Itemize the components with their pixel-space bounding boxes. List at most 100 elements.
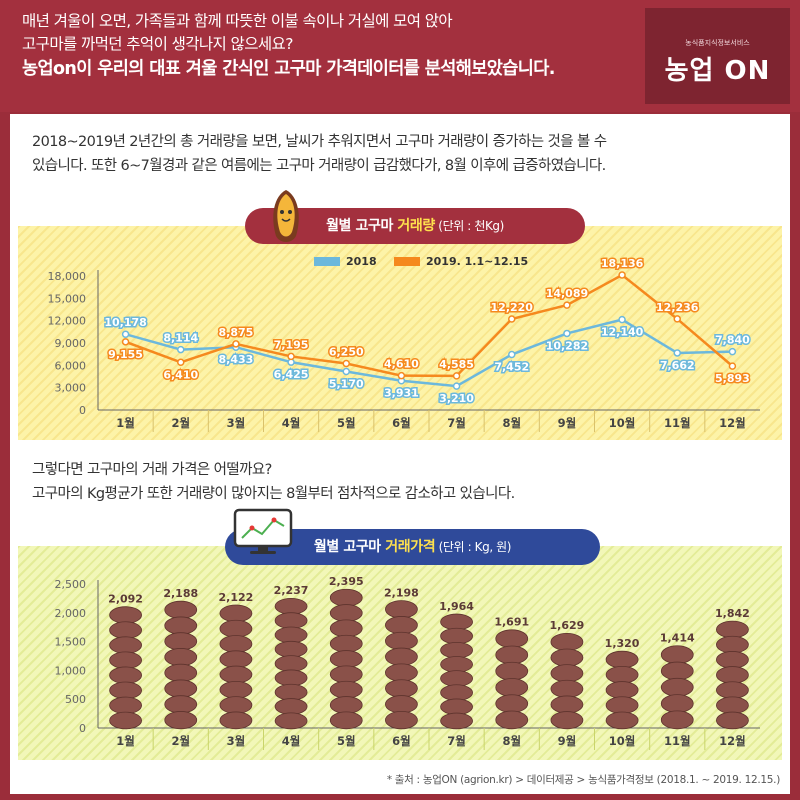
- sweet-potato-icon: [164, 632, 198, 651]
- data-point: [177, 345, 185, 354]
- sweet-potato-icon: [605, 711, 639, 730]
- data-point: [563, 301, 571, 309]
- y-tick-label: 6,000: [55, 359, 87, 372]
- x-tick-label: 8월: [502, 734, 521, 748]
- sweet-potato-icon: [219, 665, 253, 684]
- sweet-potato-icon: [329, 619, 363, 638]
- sweet-potato-icon: [605, 696, 639, 714]
- price-bar: [219, 604, 253, 730]
- header-line-1: 매년 겨울이 오면, 가족들과 함께 따뜻한 이불 속이나 거실에 모여 앉아: [22, 12, 453, 30]
- sweet-potato-icon: [219, 680, 253, 699]
- sweet-potato-icon: [274, 655, 308, 672]
- sweet-potato-icon: [440, 698, 473, 716]
- x-tick-label: 6월: [392, 734, 411, 748]
- sweet-potato-icon: [605, 650, 639, 669]
- data-point: [728, 347, 737, 356]
- volume-title-prefix: 월별 고구마: [326, 218, 398, 234]
- price-title-highlight: 거래가격: [385, 539, 436, 555]
- sweet-potato-icon: [329, 634, 363, 653]
- y-tick-label: 500: [65, 693, 86, 706]
- sweet-potato-icon: [274, 597, 308, 615]
- sweet-potato-icon: [495, 710, 529, 730]
- sweet-potato-icon: [605, 665, 639, 684]
- sweet-potato-icon: [440, 641, 473, 659]
- sweet-potato-icon: [109, 606, 142, 624]
- sweet-potato-icon: [274, 640, 308, 658]
- x-tick-label: 9월: [558, 416, 577, 430]
- sweet-potato-icon: [329, 665, 363, 684]
- data-point: [232, 340, 240, 348]
- sweet-potato-icon: [385, 663, 418, 682]
- x-tick-label: 11월: [664, 734, 691, 748]
- price-bar: [109, 606, 142, 730]
- sweet-potato-icon: [164, 648, 198, 667]
- value-label: 1,964: [439, 600, 474, 613]
- data-point: [177, 358, 185, 367]
- sweet-potato-icon: [660, 661, 694, 681]
- sweet-potato-icon: [605, 681, 639, 699]
- price-title-prefix: 월별 고구마: [313, 539, 386, 555]
- y-tick-label: 0: [79, 722, 86, 735]
- sweet-potato-mascot-icon: [273, 190, 299, 242]
- value-label: 1,629: [550, 619, 585, 632]
- x-tick-label: 11월: [664, 416, 691, 430]
- sweet-potato-icon: [109, 681, 142, 700]
- sweet-potato-icon: [274, 626, 308, 644]
- sweet-potato-icon: [164, 679, 198, 698]
- data-point: [673, 349, 681, 357]
- legend-label: 2018: [346, 255, 377, 268]
- logo-title: 농업 ON: [664, 56, 771, 86]
- sweet-potato-icon: [274, 612, 308, 629]
- sweet-potato-icon: [329, 696, 363, 714]
- value-label: 2,198: [384, 586, 419, 599]
- value-label-2018: 10,282: [546, 339, 588, 352]
- sweet-potato-icon: [385, 679, 418, 698]
- value-label: 2,395: [329, 575, 364, 588]
- sweet-potato-icon: [550, 632, 584, 652]
- sweet-potato-icon: [219, 635, 253, 653]
- legend-label: 2019. 1.1~12.15: [426, 255, 528, 268]
- x-tick-label: 5월: [337, 734, 356, 748]
- sweet-potato-icon: [550, 711, 584, 730]
- sweet-potato-icon: [550, 648, 584, 667]
- x-tick-label: 4월: [282, 416, 301, 430]
- value-label: 2,188: [163, 587, 198, 600]
- data-point: [287, 352, 295, 361]
- data-point: [673, 315, 681, 323]
- sweet-potato-icon: [440, 656, 473, 673]
- data-point: [342, 359, 350, 368]
- price-bar: [495, 629, 529, 730]
- price-bar: [440, 613, 473, 730]
- value-label: 2,092: [108, 593, 143, 606]
- data-point: [618, 315, 626, 324]
- value-label: 2,237: [274, 584, 309, 597]
- sweet-potato-icon: [660, 677, 694, 697]
- value-label-2018: 3,931: [384, 387, 419, 400]
- intro-line-2: 있습니다. 또한 6~7월경과 같은 여름에는 고구마 거래량이 급감했다가, …: [32, 158, 606, 174]
- sweet-potato-icon: [550, 664, 584, 683]
- sweet-potato-icon: [440, 670, 473, 687]
- value-label-2018: 8,433: [219, 353, 254, 366]
- sweet-potato-icon: [109, 666, 142, 685]
- sweet-potato-icon: [440, 712, 473, 730]
- y-tick-label: 1,000: [55, 664, 87, 677]
- x-tick-label: 12월: [719, 734, 746, 748]
- x-tick-label: 1월: [116, 734, 135, 748]
- value-label-2019: 4,610: [384, 358, 419, 371]
- sweet-potato-icon: [716, 666, 749, 684]
- value-label-2018: 6,425: [274, 368, 309, 381]
- value-label-2018: 7,840: [715, 334, 750, 347]
- sweet-potato-icon: [550, 695, 584, 714]
- sweet-potato-icon: [550, 679, 584, 698]
- x-tick-label: 4월: [282, 734, 301, 748]
- y-tick-label: 1,500: [55, 636, 87, 649]
- y-tick-label: 12,000: [48, 315, 87, 328]
- y-tick-label: 0: [79, 404, 86, 417]
- sweet-potato-icon: [109, 651, 142, 669]
- sweet-potato-icon: [385, 695, 418, 714]
- sweet-potato-icon: [219, 696, 253, 714]
- agrion-logo: 농식품지식정보서비스 농업 ON: [645, 8, 790, 104]
- value-label-2019: 12,236: [656, 301, 699, 314]
- x-tick-label: 7월: [447, 734, 466, 748]
